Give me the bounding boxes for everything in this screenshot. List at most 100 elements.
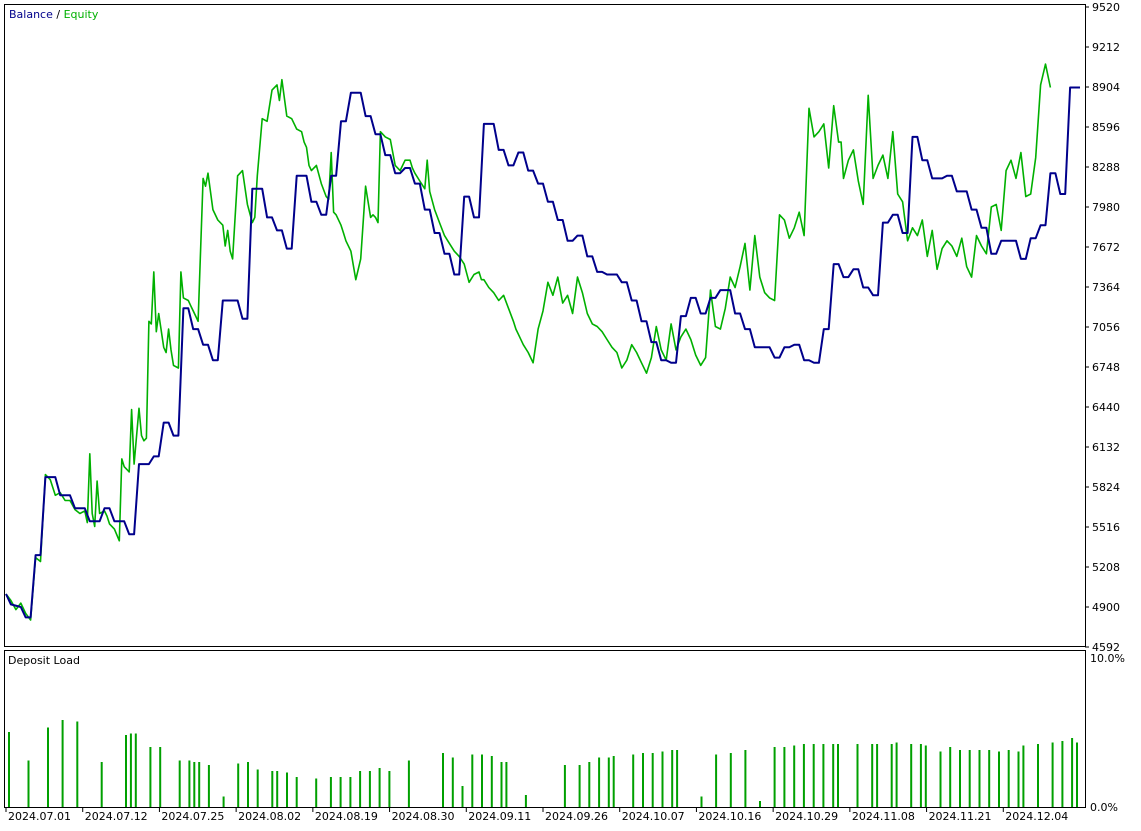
deposit-load-bar: [876, 744, 879, 807]
deposit-load-bar: [598, 757, 601, 807]
deposit-load-bar: [178, 760, 181, 807]
deposit-load-bar: [959, 750, 961, 807]
deposit-load-bar: [76, 721, 79, 807]
deposit-load-bar: [286, 772, 288, 807]
x-tick-label: 2024.08.30: [392, 810, 455, 823]
deposit-load-bar: [505, 762, 508, 807]
deposit-load-bar: [47, 727, 49, 807]
deposit-load-bar: [359, 771, 362, 807]
x-tick-label: 2024.07.25: [161, 810, 224, 823]
deposit-load-bar: [222, 796, 225, 807]
deposit-load-bar: [295, 777, 298, 807]
deposit-load-bars: [8, 720, 1078, 807]
deposit-load-bar: [198, 762, 201, 807]
main-pane-frame: [4, 4, 1086, 647]
y-tick-label: 0.0%: [1090, 801, 1118, 814]
x-tick-label: 2024.10.07: [622, 810, 685, 823]
deposit-load-bar: [998, 751, 1000, 807]
y-tick-label: 6748: [1092, 361, 1120, 374]
deposit-load-bar: [8, 732, 10, 807]
y-tick-label: 10.0%: [1090, 652, 1125, 665]
y-tick-label: 5824: [1092, 481, 1120, 494]
deposit-load-bar: [442, 753, 444, 807]
x-tick-label: 2024.10.16: [698, 810, 761, 823]
x-tick-label: 2024.08.19: [315, 810, 378, 823]
y-tick-label: 9212: [1092, 41, 1120, 54]
deposit-load-bar: [671, 750, 674, 807]
deposit-load-bar: [256, 769, 259, 807]
deposit-load-bar: [407, 760, 410, 807]
deposit-load-bar: [1076, 742, 1078, 807]
deposit-load-bar: [500, 762, 503, 807]
y-tick-label: 7672: [1092, 241, 1120, 254]
deposit-load-bar: [315, 778, 318, 807]
deposit-load-bar: [759, 801, 761, 807]
deposit-load-bar: [27, 760, 30, 807]
deposit-load-bar: [134, 733, 137, 807]
deposit-load-bar: [939, 751, 942, 807]
deposit-load-bar: [588, 762, 591, 807]
deposit-load-bar: [100, 762, 103, 807]
deposit-load-pane-frame: [4, 650, 1086, 808]
deposit-load-bar: [744, 750, 747, 807]
deposit-load-bar: [188, 760, 191, 807]
deposit-load-bar: [1007, 750, 1010, 807]
deposit-load-bar: [968, 750, 971, 807]
deposit-load-bar: [978, 750, 981, 807]
legend: Balance / Equity: [9, 8, 99, 21]
balance-line: [5, 86, 1080, 619]
legend-balance: Balance: [9, 8, 53, 21]
x-axis: 2024.07.01 2024.07.12 2024.07.25 2024.08.02…: [5, 807, 1068, 823]
deposit-load-bar: [822, 744, 825, 807]
deposit-load-bar: [271, 771, 274, 807]
deposit-load-bar: [715, 754, 718, 807]
deposit-load-bar: [339, 777, 342, 807]
y-tick-label: 5516: [1092, 521, 1120, 534]
deposit-load-bar: [193, 762, 196, 807]
deposit-load-bar: [471, 754, 474, 807]
y-tick-label: 8596: [1092, 121, 1120, 134]
y-axis-deposit-load: 10.0% 0.0%: [1090, 652, 1125, 814]
deposit-load-bar: [924, 745, 927, 807]
deposit-load-bar: [207, 765, 210, 807]
deposit-load-bar: [349, 777, 352, 807]
y-tick-label: 9520: [1092, 1, 1120, 14]
x-tick-label: 2024.09.26: [545, 810, 608, 823]
deposit-load-bar: [802, 744, 805, 807]
deposit-load-bar: [949, 747, 952, 807]
deposit-load-bar: [1051, 742, 1054, 807]
y-tick-label: 6132: [1092, 441, 1120, 454]
y-tick-label: 6440: [1092, 401, 1120, 414]
deposit-load-bar: [61, 720, 64, 807]
deposit-load-bar: [1022, 745, 1025, 807]
deposit-load-bar: [378, 768, 381, 807]
deposit-load-bar: [1071, 738, 1074, 807]
deposit-load-bar: [890, 744, 893, 807]
deposit-load-bar: [632, 754, 635, 807]
y-tick-label: 7056: [1092, 321, 1120, 334]
deposit-load-bar: [793, 745, 796, 807]
y-tick-label: 4592: [1092, 641, 1120, 654]
deposit-load-bar: [329, 777, 332, 807]
deposit-load-bar: [368, 771, 371, 807]
deposit-load-bar: [837, 744, 839, 807]
y-tick-label: 5208: [1092, 561, 1120, 574]
deposit-load-bar: [919, 744, 922, 807]
deposit-load-bar: [832, 744, 835, 807]
deposit-load-bar: [612, 756, 615, 807]
deposit-load-bar: [1037, 744, 1039, 807]
deposit-load-bar: [276, 771, 279, 807]
deposit-load-bar: [481, 754, 483, 807]
deposit-load-bar: [247, 762, 249, 807]
deposit-load-bar: [871, 744, 874, 807]
deposit-load-bar: [461, 786, 464, 807]
x-tick-label: 2024.12.04: [1005, 810, 1068, 823]
deposit-load-bar: [642, 753, 644, 807]
deposit-load-bar: [988, 750, 991, 807]
deposit-load-bar: [159, 747, 162, 807]
deposit-load-bar: [1017, 751, 1020, 807]
deposit-load-bar: [676, 750, 679, 807]
x-tick-label: 2024.09.11: [468, 810, 531, 823]
